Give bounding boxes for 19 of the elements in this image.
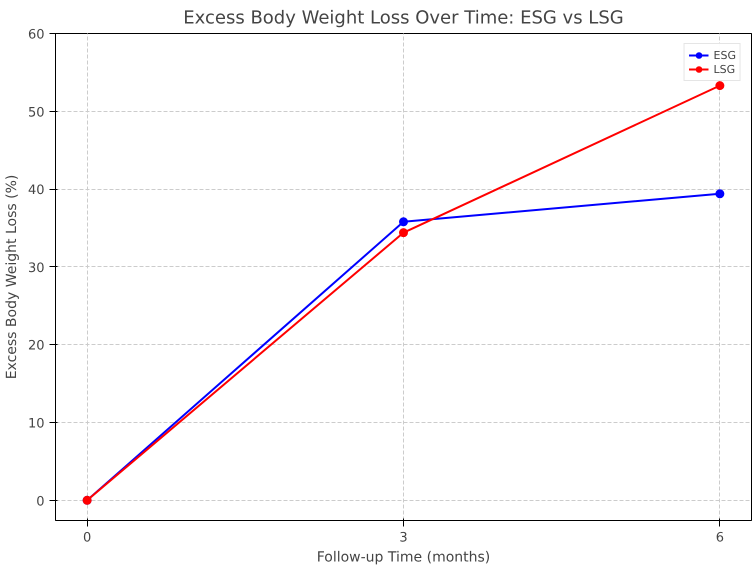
y-tick-label: 50 — [28, 105, 45, 120]
point — [399, 228, 408, 238]
x-axis-title: Follow-up Time (months) — [316, 550, 490, 566]
y-tick-label: 60 — [28, 28, 45, 42]
y-tick-label: 30 — [28, 260, 45, 276]
y-tick-label: 40 — [28, 183, 45, 198]
chart-title: Excess Body Weight Loss Over Time: ESG vs LSG — [183, 8, 624, 28]
x-tick-label: 6 — [716, 530, 724, 546]
point — [399, 217, 408, 226]
y-tick-label: 0 — [36, 494, 45, 510]
point — [715, 189, 724, 198]
y-axis-title: Excess Body Weight Loss (%) — [4, 174, 20, 380]
legend-label: LSG — [714, 62, 736, 76]
y-tick-label: 20 — [28, 338, 45, 354]
legend-label: ESG — [714, 48, 736, 62]
x-tick-label: 0 — [83, 530, 92, 546]
x-tick-label: 3 — [399, 530, 408, 546]
y-tick-label: 10 — [28, 416, 45, 432]
point — [715, 81, 724, 90]
